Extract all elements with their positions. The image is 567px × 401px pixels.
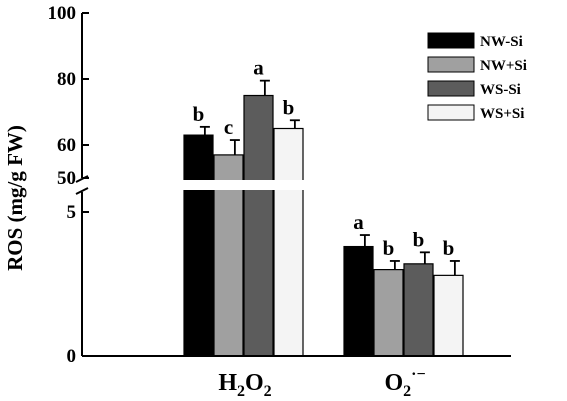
bar bbox=[343, 245, 374, 357]
legend: NW-Si NW+Si WS-Si WS+Si bbox=[427, 32, 527, 122]
significance-label: b bbox=[193, 102, 205, 126]
legend-label: WS-Si bbox=[480, 82, 521, 98]
legend-swatch bbox=[427, 104, 475, 121]
significance-label: a bbox=[353, 210, 364, 234]
axis-break-band bbox=[84, 180, 384, 190]
significance-label: a bbox=[253, 56, 264, 80]
bar bbox=[243, 94, 274, 357]
x-category-label: H2O2 bbox=[218, 370, 271, 400]
legend-label: NW+Si bbox=[480, 58, 527, 74]
legend-swatch bbox=[427, 80, 475, 97]
bar bbox=[433, 274, 464, 357]
y-tick-label: 50 bbox=[57, 168, 76, 189]
significance-label: b bbox=[443, 236, 455, 260]
bars-layer bbox=[84, 79, 464, 357]
y-tick-label: 60 bbox=[57, 135, 76, 156]
significance-label: b bbox=[413, 227, 425, 251]
axis-break-mark bbox=[75, 187, 89, 195]
significance-label: c bbox=[224, 115, 233, 139]
significance-label: b bbox=[283, 95, 295, 119]
legend-swatch bbox=[427, 32, 475, 49]
y-tick-label: 0 bbox=[67, 346, 77, 367]
bar bbox=[373, 269, 404, 357]
bar bbox=[273, 127, 304, 357]
legend-label: NW-Si bbox=[480, 34, 523, 50]
significance-label: b bbox=[383, 236, 395, 260]
y-tick-label: 100 bbox=[48, 3, 77, 24]
bar bbox=[183, 134, 214, 357]
y-tick-label: 80 bbox=[57, 69, 76, 90]
y-tick-label: 5 bbox=[67, 202, 77, 223]
bar bbox=[403, 263, 434, 357]
legend-swatch bbox=[427, 56, 475, 73]
legend-label: WS+Si bbox=[480, 106, 524, 122]
x-category-label: O2·− bbox=[384, 366, 425, 400]
y-axis-title: ROS (mg/g FW) bbox=[3, 125, 27, 271]
axes-layer: 50 60 80 100 0 5 bbox=[48, 3, 511, 367]
